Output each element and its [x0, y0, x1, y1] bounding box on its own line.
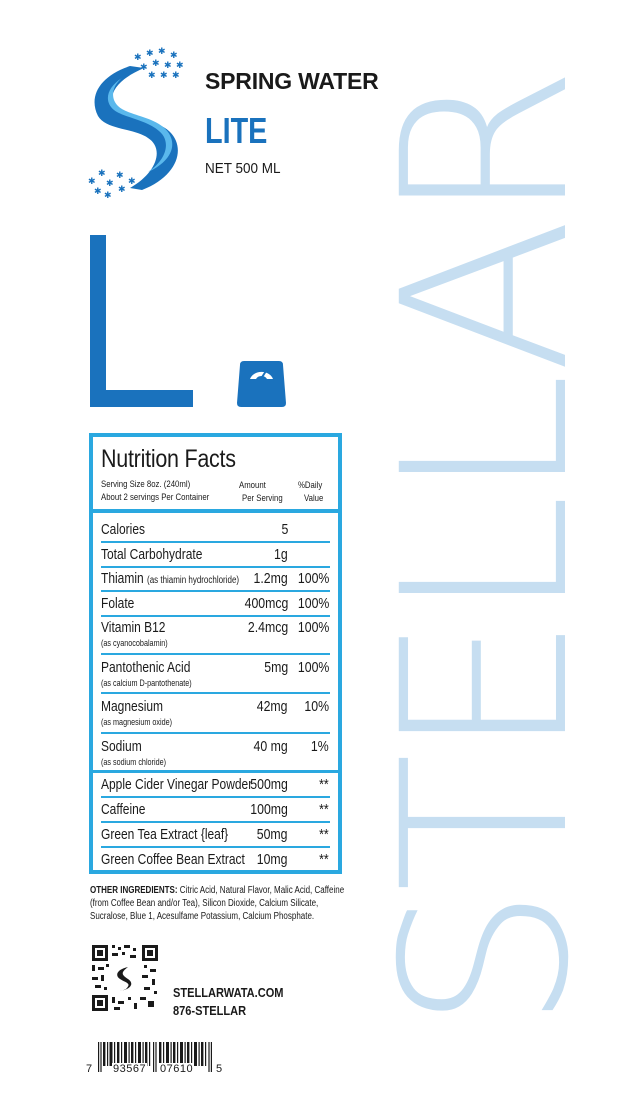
nutrient-amount: 400mcg [244, 595, 288, 612]
nutrient-source: (as magnesium oxide) [101, 717, 173, 728]
nutrient-name: Green Coffee Bean Extract [101, 851, 245, 868]
other-ingredients: OTHER INGREDIENTS: Citric Acid, Natural … [90, 884, 354, 923]
nutrient-source: (as cyanocobalamin) [101, 638, 168, 649]
nutrient-amount: 10mg [257, 851, 288, 868]
phone-number: 876-STELLAR [173, 1003, 247, 1018]
svg-text:✱: ✱ [106, 179, 114, 189]
nutrient-daily-value: ** [319, 801, 329, 818]
svg-text:✱: ✱ [148, 71, 156, 81]
nutrient-name: Total Carbohydrate [101, 546, 203, 563]
nutrient-name: Magnesium [101, 698, 164, 715]
svg-text:✱: ✱ [170, 51, 178, 61]
nutrient-daily-value: ** [319, 826, 329, 843]
ingredients-label: OTHER INGREDIENTS: [90, 885, 178, 896]
qr-code-icon [92, 945, 158, 1011]
nutrient-name: Folate [101, 595, 135, 612]
nutrient-name: Pantothenic Acid [101, 659, 191, 676]
nutrition-facts-panel: Nutrition Facts Serving Size 8oz. (240ml… [89, 433, 342, 874]
serving-size: Serving Size 8oz. (240ml) [101, 479, 191, 490]
nutrient-source: (as calcium D-pantothenate) [101, 678, 192, 689]
nutrient-daily-value: 100% [297, 659, 329, 676]
row-divider [101, 732, 330, 734]
svg-text:✱: ✱ [94, 187, 102, 197]
stellar-s-logo-icon: ✱ ✱ ✱ ✱ ✱ ✱ ✱ ✱ ✱ ✱ ✱ ✱✱✱✱ ✱✱✱✱ [88, 47, 184, 201]
net-content: NET 500 ML [205, 160, 281, 177]
svg-text:✱: ✱ [158, 47, 166, 57]
row-divider [101, 653, 330, 655]
amount-header: Amount [239, 480, 266, 491]
nutrient-amount: 100mg [250, 801, 288, 818]
svg-text:✱: ✱ [152, 59, 160, 69]
nutrient-name: Thiamin (as thiamin hydrochloride) [101, 570, 240, 587]
daily-value-header: %Daily [298, 480, 323, 491]
svg-text:✱: ✱ [176, 61, 184, 71]
svg-text:✱: ✱ [118, 185, 126, 195]
svg-text:✱: ✱ [146, 49, 154, 59]
svg-text:✱: ✱ [104, 191, 112, 201]
nutrient-name: Green Tea Extract {leaf} [101, 826, 229, 843]
nutrient-amount: 5mg [264, 659, 288, 676]
nutrient-amount: 500mg [250, 776, 288, 793]
ingredients-text: Citric Acid, Natural Flavor, Malic Acid,… [90, 885, 345, 922]
vertical-brand-wordmark: STELLAR [352, 0, 620, 1102]
svg-text:✱: ✱ [116, 171, 124, 181]
nutrient-daily-value: 100% [297, 619, 329, 636]
row-divider [101, 615, 330, 617]
nutrient-name: Calories [101, 521, 146, 538]
website-link[interactable]: STELLARWATA.COM [173, 985, 284, 1000]
nutrient-daily-value: ** [319, 776, 329, 793]
nutrient-amount: 40 mg [253, 738, 288, 755]
row-divider [101, 821, 330, 823]
servings-per-container: About 2 servings Per Container [101, 492, 210, 503]
nutrient-amount: 2.4mcg [247, 619, 288, 636]
nutrient-daily-value: ** [319, 851, 329, 868]
barcode-group-2: 07610 [159, 1063, 195, 1075]
row-divider [101, 692, 330, 694]
nutrient-source: (as sodium chloride) [101, 757, 167, 768]
nutrient-name: Sodium [101, 738, 142, 755]
nutrient-amount: 1.2mg [253, 570, 288, 587]
svg-text:✱: ✱ [88, 177, 96, 187]
svg-text:✱: ✱ [134, 53, 142, 63]
nutrient-daily-value: 100% [297, 570, 329, 587]
row-divider [101, 541, 330, 543]
svg-text:✱: ✱ [140, 63, 148, 73]
nutrient-note: (as thiamin hydrochloride) [147, 575, 240, 586]
weighing-scale-icon [237, 361, 286, 407]
row-divider [101, 590, 330, 592]
per-serving-header: Per Serving [242, 493, 283, 504]
barcode-icon [98, 1042, 212, 1072]
nutrient-name: Apple Cider Vinegar Powder [101, 776, 253, 793]
svg-text:✱: ✱ [98, 169, 106, 179]
header-divider [93, 509, 338, 513]
nutrient-daily-value: 1% [311, 738, 329, 755]
value-header: Value [304, 493, 324, 504]
nutrition-title: Nutrition Facts [101, 445, 236, 473]
brand-name: STELLAR [353, 71, 619, 1031]
nutrient-amount: 1g [274, 546, 288, 563]
nutrient-amount: 5 [281, 521, 288, 538]
barcode-digit-left: 7 [86, 1063, 93, 1075]
section-divider [93, 770, 338, 773]
nutrient-name: Caffeine [101, 801, 146, 818]
variant-name: LITE [205, 110, 268, 151]
nutrient-daily-value: 100% [297, 595, 329, 612]
nutrient-amount: 50mg [257, 826, 288, 843]
nutrient-daily-value: 10% [304, 698, 329, 715]
svg-text:✱: ✱ [172, 71, 180, 81]
row-divider [101, 796, 330, 798]
barcode-digit-right: 5 [216, 1063, 223, 1075]
nutrient-name: Vitamin B12 [101, 619, 166, 636]
barcode-group-1: 93567 [112, 1063, 148, 1075]
svg-text:✱: ✱ [160, 71, 168, 81]
row-divider [101, 846, 330, 848]
row-divider [101, 566, 330, 568]
nutrient-amount: 42mg [257, 698, 288, 715]
svg-text:✱: ✱ [164, 61, 172, 71]
svg-text:✱: ✱ [128, 177, 136, 187]
product-line: SPRING WATER [205, 68, 379, 94]
